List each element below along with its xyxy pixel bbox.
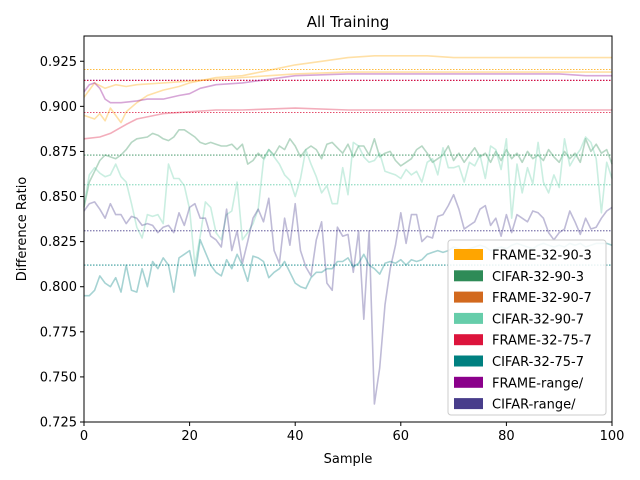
legend-label: FRAME-32-90-7 (492, 291, 592, 306)
y-axis-label: Difference Ratio (15, 177, 30, 282)
y-tick-label: 0.725 (40, 416, 77, 431)
legend-swatch (454, 355, 483, 367)
x-tick-label: 0 (80, 429, 88, 444)
y-tick-label: 0.800 (40, 280, 77, 295)
y-tick-label: 0.925 (40, 55, 77, 70)
series-line-3 (83, 107, 612, 140)
series-lines (83, 55, 613, 405)
x-axis: 0 20 40 60 80 100 (80, 422, 625, 444)
legend-label: CIFAR-range/ (492, 398, 576, 413)
y-tick-label: 0.900 (40, 100, 77, 115)
x-tick-label: 100 (600, 429, 625, 444)
x-tick-label: 40 (287, 429, 304, 444)
plot-frame (83, 35, 613, 423)
series-line-4 (83, 129, 613, 208)
series-line-6 (83, 193, 613, 405)
series-line-5 (83, 136, 613, 266)
legend-swatch (454, 249, 483, 260)
y-axis: 0.725 0.750 0.775 0.800 0.825 0.850 0.875 0.900… (40, 55, 84, 431)
x-tick-label: 80 (498, 429, 515, 444)
legend-box (447, 239, 607, 416)
x-tick-label: 20 (181, 429, 198, 444)
x-tick-label: 60 (393, 429, 410, 444)
legend-label: FRAME-range/ (492, 376, 584, 391)
mean-lines (84, 68, 612, 266)
series-line-1 (83, 71, 612, 98)
legend: FRAME-32-90-3 CIFAR-32-90-3 FRAME-32-90-7 C… (447, 239, 607, 416)
y-tick-label: 0.850 (40, 190, 77, 205)
legend-label: CIFAR-32-90-3 (492, 270, 584, 285)
y-tick-label: 0.825 (40, 235, 77, 250)
y-tick-label: 0.750 (40, 370, 77, 385)
legend-swatch (454, 291, 483, 303)
legend-swatch (454, 376, 483, 388)
series-line-0 (83, 55, 612, 124)
legend-swatch (454, 334, 483, 346)
legend-swatch (454, 270, 483, 282)
x-axis-label: Sample (324, 452, 373, 467)
legend-label: CIFAR-32-90-7 (492, 312, 584, 327)
chart-title: All Training (307, 13, 390, 31)
legend-swatch (454, 312, 483, 324)
y-tick-label: 0.775 (40, 325, 77, 340)
series-line-2 (83, 73, 612, 104)
legend-label: FRAME-32-90-3 (492, 249, 592, 264)
y-tick-label: 0.875 (40, 145, 77, 160)
legend-swatch (454, 398, 483, 410)
legend-label: CIFAR-32-75-7 (492, 355, 584, 370)
legend-label: FRAME-32-75-7 (492, 334, 592, 349)
